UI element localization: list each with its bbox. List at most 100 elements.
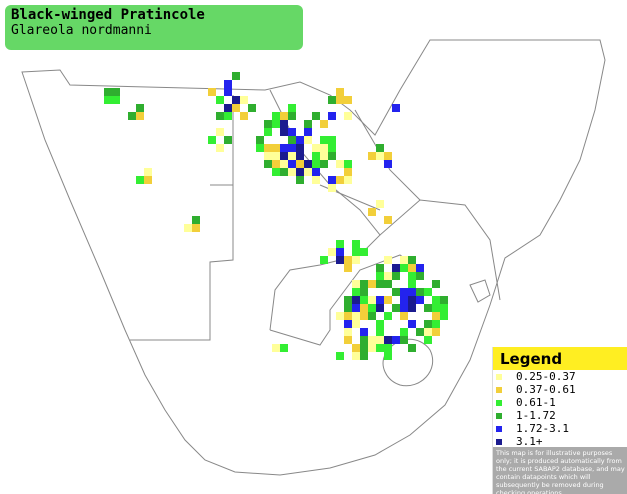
grid-cell xyxy=(336,160,344,168)
grid-cell xyxy=(320,256,328,264)
grid-cell xyxy=(408,288,416,296)
grid-cell xyxy=(376,272,384,280)
grid-cell xyxy=(312,152,320,160)
grid-cell xyxy=(104,96,112,104)
grid-cell xyxy=(312,176,320,184)
grid-cell xyxy=(312,144,320,152)
map-title: Black-winged Pratincole xyxy=(11,7,205,23)
grid-cell xyxy=(368,344,376,352)
grid-cell xyxy=(408,304,416,312)
legend-item: 0.61-1 xyxy=(493,396,627,409)
grid-cell xyxy=(416,288,424,296)
grid-cell xyxy=(376,320,384,328)
grid-cell xyxy=(376,296,384,304)
grid-cell xyxy=(320,152,328,160)
grid-cell xyxy=(272,112,280,120)
grid-cell xyxy=(408,256,416,264)
grid-cell xyxy=(264,144,272,152)
grid-cell xyxy=(384,160,392,168)
grid-cell xyxy=(416,296,424,304)
grid-cell xyxy=(376,328,384,336)
distribution-cells xyxy=(104,72,448,360)
grid-cell xyxy=(360,296,368,304)
grid-cell xyxy=(336,352,344,360)
grid-cell xyxy=(296,152,304,160)
grid-cell xyxy=(288,152,296,160)
grid-cell xyxy=(280,112,288,120)
grid-cell xyxy=(264,128,272,136)
legend-label: 0.25-0.37 xyxy=(516,370,576,383)
grid-cell xyxy=(392,336,400,344)
grid-cell xyxy=(384,272,392,280)
grid-cell xyxy=(288,144,296,152)
grid-cell xyxy=(360,280,368,288)
grid-cell xyxy=(384,336,392,344)
grid-cell xyxy=(296,136,304,144)
grid-cell xyxy=(368,152,376,160)
grid-cell xyxy=(400,336,408,344)
grid-cell xyxy=(272,120,280,128)
legend-item: 1.72-3.1 xyxy=(493,422,627,435)
grid-cell xyxy=(336,248,344,256)
grid-cell xyxy=(360,288,368,296)
grid-cell xyxy=(280,128,288,136)
grid-cell xyxy=(224,80,232,88)
grid-cell xyxy=(224,104,232,112)
grid-cell xyxy=(376,336,384,344)
grid-cell xyxy=(280,144,288,152)
grid-cell xyxy=(296,144,304,152)
grid-cell xyxy=(184,224,192,232)
grid-cell xyxy=(216,112,224,120)
grid-cell xyxy=(104,88,112,96)
legend-item: 0.25-0.37 xyxy=(493,370,627,383)
grid-cell xyxy=(368,296,376,304)
grid-cell xyxy=(368,312,376,320)
grid-cell xyxy=(392,304,400,312)
grid-cell xyxy=(376,200,384,208)
legend-item: 3.1+ xyxy=(493,435,627,448)
grid-cell xyxy=(344,168,352,176)
grid-cell xyxy=(344,160,352,168)
grid-cell xyxy=(360,344,368,352)
grid-cell xyxy=(336,96,344,104)
grid-cell xyxy=(232,104,240,112)
grid-cell xyxy=(368,336,376,344)
grid-cell xyxy=(408,296,416,304)
grid-cell xyxy=(384,312,392,320)
grid-cell xyxy=(272,152,280,160)
grid-cell xyxy=(272,168,280,176)
grid-cell xyxy=(368,280,376,288)
grid-cell xyxy=(296,168,304,176)
grid-cell xyxy=(384,296,392,304)
grid-cell xyxy=(296,176,304,184)
grid-cell xyxy=(280,120,288,128)
grid-cell xyxy=(192,224,200,232)
grid-cell xyxy=(400,288,408,296)
grid-cell xyxy=(304,168,312,176)
grid-cell xyxy=(296,160,304,168)
grid-cell xyxy=(344,296,352,304)
grid-cell xyxy=(112,88,120,96)
legend-title: Legend xyxy=(493,347,627,370)
grid-cell xyxy=(344,328,352,336)
grid-cell xyxy=(432,328,440,336)
grid-cell xyxy=(352,280,360,288)
grid-cell xyxy=(280,168,288,176)
grid-cell xyxy=(368,304,376,312)
legend: Legend 0.25-0.37 0.37-0.61 0.61-1 1-1.72 1.7… xyxy=(492,347,627,494)
namibia-border xyxy=(130,95,234,341)
grid-cell xyxy=(360,336,368,344)
grid-cell xyxy=(320,120,328,128)
grid-cell xyxy=(352,344,360,352)
grid-cell xyxy=(416,264,424,272)
grid-cell xyxy=(328,152,336,160)
grid-cell xyxy=(344,256,352,264)
grid-cell xyxy=(264,120,272,128)
grid-cell xyxy=(336,256,344,264)
grid-cell xyxy=(312,168,320,176)
grid-cell xyxy=(328,112,336,120)
grid-cell xyxy=(304,160,312,168)
grid-cell xyxy=(144,168,152,176)
grid-cell xyxy=(416,328,424,336)
